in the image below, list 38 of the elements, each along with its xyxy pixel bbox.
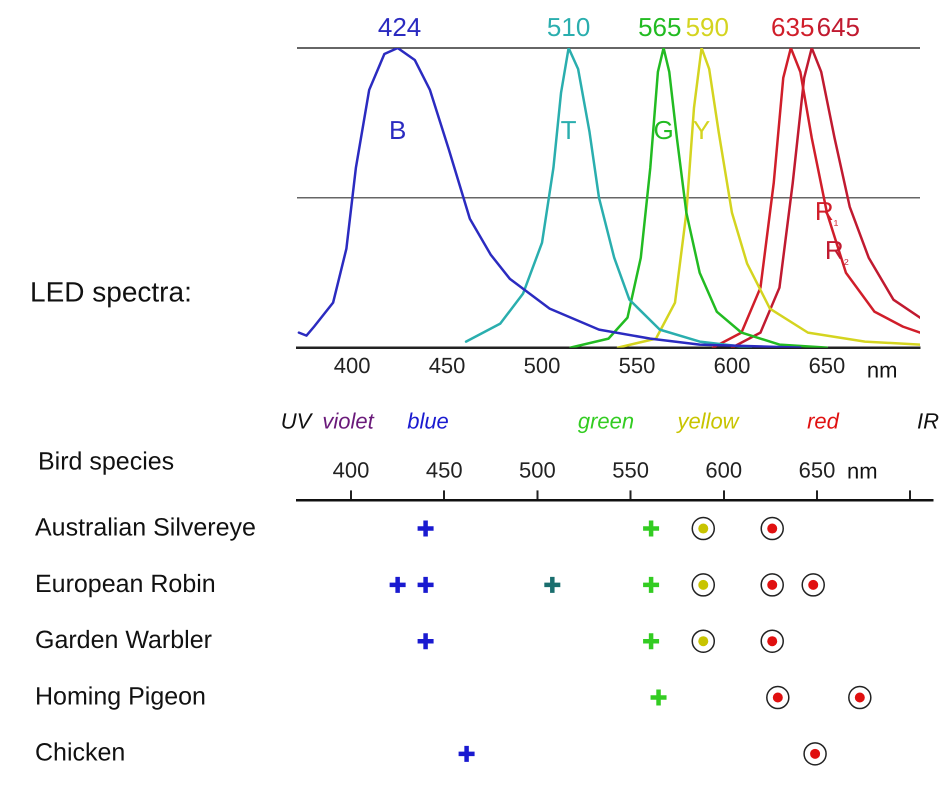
annotation: 510	[546, 12, 590, 42]
y-axis-title: LED spectra:	[30, 276, 192, 308]
text: red	[807, 408, 840, 434]
series-label: Y	[692, 115, 710, 146]
x-tick-label: 500	[524, 352, 560, 378]
text: UV	[280, 408, 314, 434]
annotation: 645	[816, 12, 860, 42]
y-tick-label: European Robin	[35, 570, 216, 598]
y-tick-label: Chicken	[35, 738, 126, 767]
text: yellow	[675, 408, 741, 434]
x-axis-title: nm	[846, 458, 878, 484]
x-axis-title: nm	[866, 358, 898, 383]
x-tick-label: 550	[618, 352, 656, 378]
x-tick-label: 500	[519, 457, 556, 482]
annotation: 590	[686, 12, 729, 42]
text: violet	[322, 408, 375, 434]
series-label: G	[653, 115, 674, 146]
x-tick-label: 550	[612, 457, 649, 482]
y-tick-label: Garden Warbler	[35, 626, 212, 654]
series-label: T	[560, 115, 577, 146]
x-tick-label: 650	[808, 352, 846, 378]
annotation: 635	[771, 12, 814, 42]
text: blue	[407, 408, 449, 434]
y-tick-label: Homing Pigeon	[35, 682, 206, 710]
text: green	[578, 408, 634, 434]
x-tick-label: 600	[705, 457, 742, 482]
x-tick-label: 450	[426, 457, 463, 482]
x-tick-label: 600	[714, 352, 750, 378]
y-axis-title: Bird species	[38, 447, 174, 476]
annotation: 565	[638, 12, 682, 42]
x-tick-label: 450	[428, 352, 466, 378]
x-tick-label: 400	[332, 457, 370, 482]
x-tick-label: 400	[334, 352, 370, 378]
annotation: 424	[378, 12, 422, 42]
y-tick-label: Australian Silvereye	[35, 513, 256, 542]
x-tick-label: 650	[798, 457, 836, 482]
text: IR	[917, 408, 940, 434]
series-label: B	[388, 115, 406, 146]
